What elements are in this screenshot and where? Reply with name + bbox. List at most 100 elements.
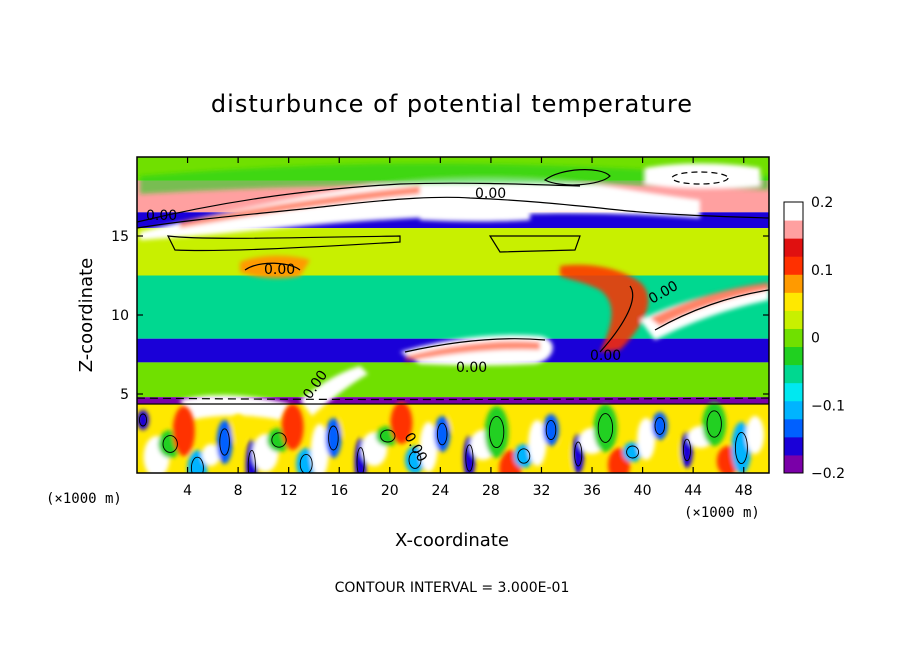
eddy xyxy=(666,438,681,473)
eddy xyxy=(325,418,342,458)
eddy-contour xyxy=(299,453,313,473)
x-tick-label: 24 xyxy=(431,483,449,499)
eddy xyxy=(448,410,463,432)
field-features xyxy=(140,163,769,420)
eddy xyxy=(231,414,246,444)
contour-label: 0.00 xyxy=(264,262,295,278)
eddy xyxy=(434,416,451,452)
eddy-contour xyxy=(574,441,583,467)
eddy-contour xyxy=(682,438,692,462)
eddy-contour xyxy=(545,419,557,441)
contour-lines xyxy=(137,169,769,405)
colorbar-swatch xyxy=(784,328,803,348)
colorbar-swatch xyxy=(784,238,803,257)
eddy xyxy=(528,420,547,466)
eddy-contour xyxy=(517,448,531,464)
colorbar-swatch xyxy=(784,292,803,311)
colorbar-swatch xyxy=(784,418,803,438)
x-tick-label: 20 xyxy=(381,483,399,499)
colorbar-swatch xyxy=(784,310,803,329)
colorbar-tick-label: 0.1 xyxy=(811,263,833,279)
y-axis-label: Z-coordinate xyxy=(76,258,97,373)
eddy-contour xyxy=(626,445,640,459)
eddy xyxy=(637,418,656,460)
colorbar-tick-label: −0.2 xyxy=(811,466,845,482)
eddy-contour xyxy=(706,410,722,438)
eddy xyxy=(310,424,329,473)
boundary-layer-contours xyxy=(138,410,748,473)
contour-label: 0.00 xyxy=(475,186,506,202)
y-tick-label: 10 xyxy=(111,308,129,324)
contour-label: 0.00 xyxy=(590,348,621,364)
contour-label: 0.00 xyxy=(146,208,177,224)
x-tick-label: 48 xyxy=(735,483,753,499)
eddy-contour xyxy=(597,413,614,443)
eddy xyxy=(281,404,304,450)
colorbar-swatch xyxy=(784,202,803,221)
colorbar-swatch xyxy=(784,382,803,402)
colorbar-swatch xyxy=(784,454,803,474)
eddy xyxy=(513,444,534,468)
x-tick-label: 12 xyxy=(280,483,298,499)
eddy xyxy=(651,412,668,440)
y-axis: 5 10 15 xyxy=(111,229,769,403)
eddy xyxy=(593,404,618,452)
plot-area: 0.00 0.00 0.00 0.00 0.00 0.00 0.00 0.00 xyxy=(137,157,769,473)
x-tick-label: 4 xyxy=(183,483,192,499)
y-tick-label: 15 xyxy=(111,229,129,245)
eddy-contour xyxy=(219,428,230,456)
colorbar-swatch xyxy=(784,364,803,384)
colorbar-swatch xyxy=(784,256,803,275)
eddy xyxy=(172,406,195,456)
x-axis-label: X-coordinate xyxy=(395,530,509,551)
eddy xyxy=(543,414,559,446)
eddy xyxy=(484,406,509,458)
eddy-contour xyxy=(162,435,178,453)
colorbar-swatch xyxy=(784,274,803,293)
eddy-contour xyxy=(380,429,396,443)
y-axis-unit: (×1000 m) xyxy=(46,491,122,507)
eddy xyxy=(202,444,220,466)
colorbar-swatch xyxy=(784,436,803,456)
eddy-contour xyxy=(271,432,287,448)
eddy-contour xyxy=(465,444,474,472)
x-axis: 4 8 12 16 20 24 28 32 36 40 44 48 xyxy=(183,157,753,499)
x-tick-label: 44 xyxy=(684,483,702,499)
x-tick-label: 36 xyxy=(583,483,601,499)
eddy xyxy=(137,410,149,430)
eddy-contour xyxy=(408,451,422,469)
eddy-contour xyxy=(138,413,148,427)
eddy xyxy=(419,422,438,472)
x-tick-label: 8 xyxy=(234,483,243,499)
eddy xyxy=(557,440,572,473)
x-tick-label: 40 xyxy=(634,483,652,499)
colorbar-frame xyxy=(783,201,804,474)
field-band xyxy=(137,228,769,276)
colorbar-swatch xyxy=(784,346,803,366)
eddy xyxy=(216,420,233,464)
colorbar-swatch xyxy=(784,220,803,239)
y-tick-label: 5 xyxy=(120,387,129,403)
eddy-contour xyxy=(247,449,256,473)
eddy xyxy=(622,442,643,462)
eddy xyxy=(702,402,727,446)
colorbar-swatch xyxy=(784,400,803,420)
field-band xyxy=(137,362,769,398)
x-axis-unit: (×1000 m) xyxy=(684,505,760,521)
colorbar-ticks: 0.2 0.1 0 −0.1 −0.2 xyxy=(811,195,845,482)
eddy xyxy=(746,416,764,454)
contour-label: 0.00 xyxy=(456,360,487,376)
eddy-contour xyxy=(734,431,748,465)
eddy-contour xyxy=(654,417,666,435)
colorbar-tick-label: −0.1 xyxy=(811,398,845,414)
eddy-contour xyxy=(190,456,204,473)
contour-interval-note: CONTOUR INTERVAL = 3.000E-01 xyxy=(335,580,570,596)
eddy-contour xyxy=(436,422,448,446)
x-tick-label: 32 xyxy=(533,483,551,499)
eddy xyxy=(390,402,413,444)
x-tick-label: 28 xyxy=(482,483,500,499)
colorbar-tick-label: 0 xyxy=(811,331,820,347)
colorbar xyxy=(784,202,803,474)
field-band xyxy=(137,397,769,404)
